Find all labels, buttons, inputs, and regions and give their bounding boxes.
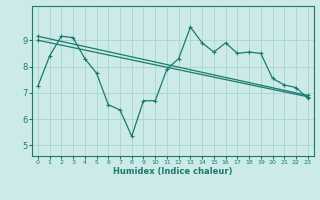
X-axis label: Humidex (Indice chaleur): Humidex (Indice chaleur) (113, 167, 233, 176)
